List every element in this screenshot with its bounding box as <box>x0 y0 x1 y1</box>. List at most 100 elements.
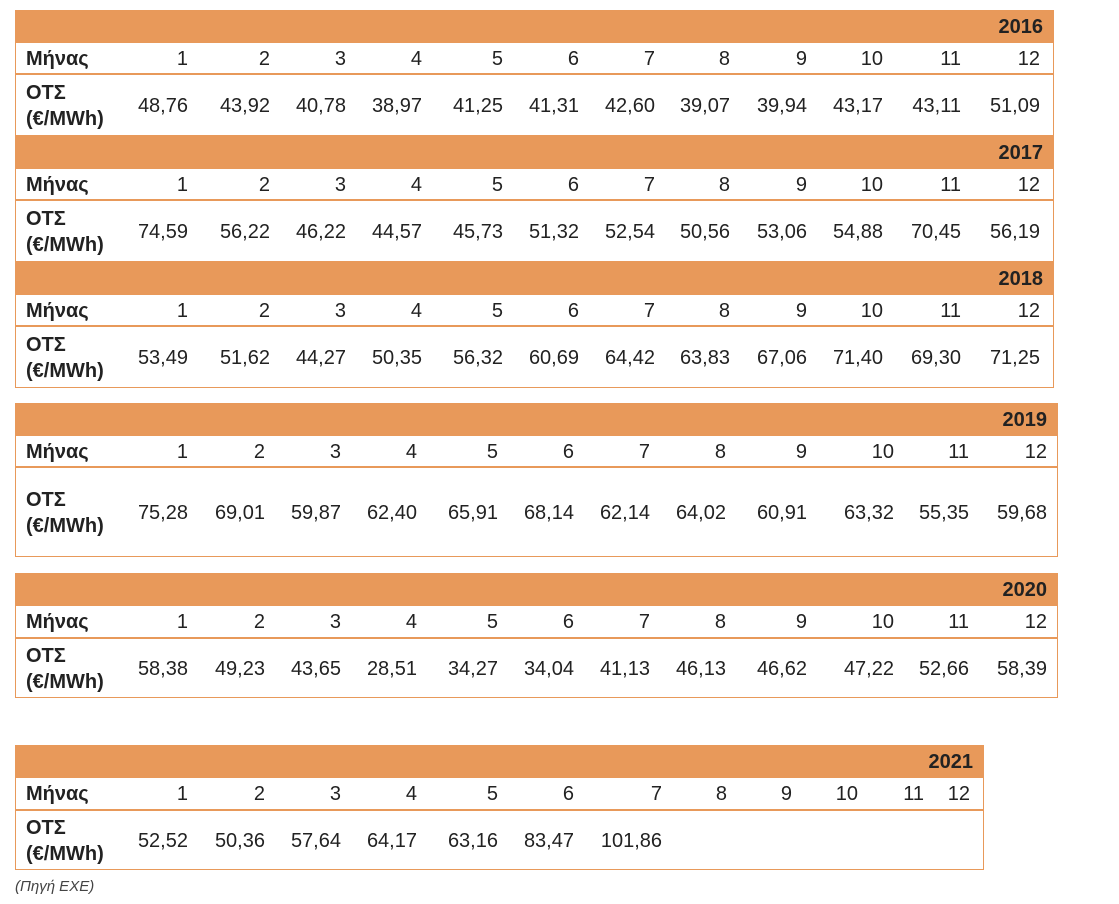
month: 4 <box>410 47 422 70</box>
price: 55,35 <box>918 501 969 524</box>
price: 52,66 <box>918 657 969 680</box>
month: 2 <box>258 47 270 70</box>
price: 69,30 <box>910 346 961 369</box>
row-divider <box>16 637 1057 639</box>
price: 43,65 <box>290 657 341 680</box>
row-label: (€/MWh) <box>26 359 104 382</box>
year-table: 2017 Μήνας ΟΤΣ (€/MWh) 1 2 3 4 5 6 7 8 9 10 11 12 74,59 5… <box>15 136 1054 262</box>
price: 63,32 <box>843 501 894 524</box>
month: 10 <box>860 47 883 70</box>
row-divider <box>16 199 1053 201</box>
month: 5 <box>486 611 498 633</box>
year: 2018 <box>998 268 1044 290</box>
price: 51,32 <box>528 220 579 243</box>
price: 41,25 <box>452 94 503 117</box>
price: 53,49 <box>137 346 188 369</box>
year-header <box>16 404 1057 436</box>
month: 2 <box>258 173 270 196</box>
month: 12 <box>1017 299 1040 322</box>
price: 101,86 <box>600 829 662 852</box>
price: 83,47 <box>523 829 574 852</box>
price: 44,57 <box>371 220 422 243</box>
price: 74,59 <box>137 220 188 243</box>
row-label: ΟΤΣ <box>26 81 66 104</box>
price: 69,01 <box>214 501 265 524</box>
month: 1 <box>176 440 188 463</box>
month: 9 <box>795 440 807 463</box>
month: 4 <box>410 299 422 322</box>
month: 9 <box>795 47 807 70</box>
month: 8 <box>714 611 726 633</box>
price: 34,27 <box>447 657 498 680</box>
price: 67,06 <box>756 346 807 369</box>
price: 28,51 <box>366 657 417 680</box>
price: 43,11 <box>912 94 961 117</box>
price: 50,35 <box>371 346 422 369</box>
price: 64,42 <box>604 346 655 369</box>
price: 70,45 <box>910 220 961 243</box>
row-label: (€/MWh) <box>26 670 104 693</box>
year-header <box>16 263 1053 295</box>
month: 11 <box>940 299 961 322</box>
price: 46,22 <box>295 220 346 243</box>
row-label: (€/MWh) <box>26 842 104 865</box>
price: 57,64 <box>290 829 341 852</box>
price: 62,40 <box>366 501 417 524</box>
month: 6 <box>567 173 579 196</box>
month: 6 <box>562 440 574 463</box>
price: 54,88 <box>832 220 883 243</box>
month: 12 <box>1017 47 1040 70</box>
price: 48,76 <box>137 94 188 117</box>
month: 1 <box>176 611 188 633</box>
month: 7 <box>643 47 655 70</box>
year-header <box>16 746 983 778</box>
month: 10 <box>860 299 883 322</box>
row-label: ΟΤΣ <box>26 207 66 230</box>
year-header <box>16 11 1053 43</box>
month: 7 <box>638 440 650 463</box>
price: 39,94 <box>756 94 807 117</box>
price: 38,97 <box>371 94 422 117</box>
month: 3 <box>329 783 341 805</box>
year-table: 2020 Μήνας ΟΤΣ (€/MWh) 1 2 3 4 5 6 7 8 9 10 11 12 58,38 4… <box>15 573 1058 698</box>
price: 49,23 <box>214 657 265 680</box>
row-header: Μήνας <box>26 47 89 70</box>
month: 11 <box>948 440 969 463</box>
month: 4 <box>405 440 417 463</box>
month: 5 <box>486 783 498 805</box>
source-note: (Πηγή ΕΧΕ) <box>15 878 95 895</box>
price: 64,02 <box>675 501 726 524</box>
month: 12 <box>1024 611 1047 633</box>
year-header <box>16 137 1053 169</box>
price: 64,17 <box>366 829 417 852</box>
price: 51,62 <box>219 346 270 369</box>
month: 7 <box>643 173 655 196</box>
row-divider <box>16 809 983 811</box>
month: 3 <box>334 299 346 322</box>
row-label: (€/MWh) <box>26 514 104 537</box>
month: 11 <box>940 173 961 196</box>
price: 42,60 <box>604 94 655 117</box>
price: 43,17 <box>832 94 883 117</box>
month: 6 <box>567 47 579 70</box>
row-header: Μήνας <box>26 173 89 196</box>
year: 2017 <box>998 142 1044 164</box>
month: 9 <box>795 173 807 196</box>
month: 7 <box>643 299 655 322</box>
price: 71,25 <box>989 346 1040 369</box>
month: 8 <box>715 783 727 805</box>
row-header: Μήνας <box>26 611 89 633</box>
price: 34,04 <box>523 657 574 680</box>
price: 58,39 <box>996 657 1047 680</box>
price: 47,22 <box>843 657 894 680</box>
month: 10 <box>835 783 858 805</box>
month: 7 <box>638 611 650 633</box>
row-header: Μήνας <box>26 783 89 805</box>
price: 41,13 <box>599 657 650 680</box>
month: 9 <box>780 783 792 805</box>
price: 39,07 <box>679 94 730 117</box>
month: 11 <box>948 611 969 633</box>
month: 8 <box>714 440 726 463</box>
row-label: (€/MWh) <box>26 107 104 130</box>
row-divider <box>16 325 1053 327</box>
